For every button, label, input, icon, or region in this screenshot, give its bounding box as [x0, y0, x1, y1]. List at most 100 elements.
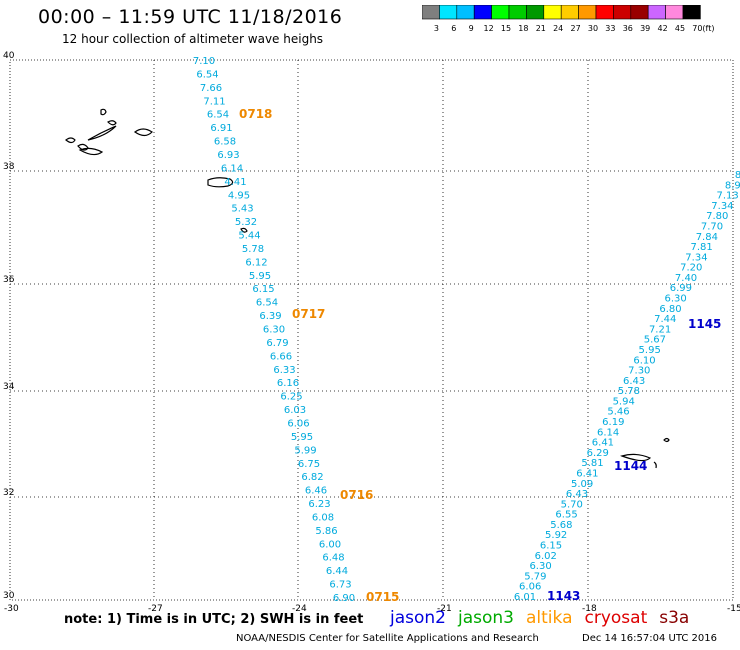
azores-islands	[65, 108, 670, 469]
swh-value: 4.95	[228, 190, 250, 201]
altimeter-tracks: 7.10 6.54 7.66 7.11 6.54 6.91 6.58 6.93 6.14 4.41…	[193, 56, 740, 604]
swh-value: 7.34	[685, 252, 707, 263]
swh-value: 6.44	[326, 566, 348, 577]
swh-value: 6.58	[214, 137, 236, 148]
swh-value: 6.41	[576, 468, 598, 479]
swh-value: 6.00	[319, 539, 341, 550]
island-corvo	[100, 108, 107, 116]
pass-time-label: 1143	[547, 589, 580, 603]
map-subtitle: 12 hour collection of altimeter wave hei…	[62, 32, 324, 46]
credit-line: NOAA/NESDIS Center for Satellite Applica…	[236, 633, 539, 644]
swh-value: 6.01	[514, 592, 536, 603]
swh-value: 6.66	[270, 351, 292, 362]
swh-value: 7.20	[680, 263, 702, 274]
pass-time-label: 1145	[688, 317, 721, 331]
lat-label: 34	[3, 382, 15, 392]
swh-value: 6.75	[298, 459, 320, 470]
swh-value: 6.14	[597, 427, 619, 438]
footer-note: note: 1) Time is in UTC; 2) SWH is in fe…	[64, 612, 364, 627]
swh-value: 5.67	[644, 335, 666, 346]
map-frame	[9, 59, 734, 601]
island-graciosa	[107, 120, 117, 126]
swh-value: 7.66	[200, 83, 222, 94]
swh-value: 6.06	[519, 582, 541, 593]
swh-value: 6.54	[207, 110, 229, 121]
swh-value: 7.13	[716, 191, 738, 202]
swh-value: 6.19	[602, 417, 624, 428]
swh-value: 5.78	[242, 244, 264, 255]
swh-value: 6.30	[263, 325, 285, 336]
swh-value: 5.92	[545, 530, 567, 541]
pass-time-labels: 0718 0717 0716 0715 1145 1144 1143	[239, 107, 721, 604]
swh-value: 6.08	[312, 512, 334, 523]
swh-value: 6.90	[333, 593, 355, 604]
swh-value: 6.54	[256, 298, 278, 309]
swh-value: 7.40	[675, 273, 697, 284]
pass-time-label: 0718	[239, 107, 272, 121]
swh-value: 6.25	[280, 392, 302, 403]
swh-value: 5.95	[291, 432, 313, 443]
island-madeira	[620, 453, 652, 462]
colorbar-tick: 45	[675, 24, 685, 33]
colorbar-tick: 12	[484, 24, 494, 33]
swh-value: 6.23	[308, 499, 330, 510]
swh-value: 7.34	[711, 201, 733, 212]
colorbar-tick: 70	[692, 24, 702, 33]
lon-label: -15	[727, 604, 740, 614]
swh-value: 5.44	[238, 231, 260, 242]
swh-value: 5.68	[550, 520, 572, 531]
colorbar-tick: 3	[434, 24, 439, 33]
colorbar-tick: 39	[640, 24, 650, 33]
island-santa-maria	[240, 227, 248, 233]
colorbar-tick: 6	[451, 24, 456, 33]
pass-time-label: 0715	[366, 590, 399, 604]
lon-label: -18	[582, 604, 597, 614]
swh-value: 6.30	[665, 294, 687, 305]
island-sao-jorge	[87, 125, 117, 141]
swh-value: 6.46	[305, 486, 327, 497]
lon-label: -21	[437, 604, 452, 614]
swh-value: 8	[735, 170, 740, 181]
lat-label: 30	[3, 591, 15, 601]
island-desertas	[653, 461, 657, 469]
swh-value: 6.79	[266, 338, 288, 349]
swh-value: 5.86	[315, 526, 337, 537]
colorbar-tick: 21	[536, 24, 546, 33]
lat-lon-grid	[9, 59, 734, 601]
island-porto-santo	[663, 437, 670, 443]
colorbar-tick: 33	[605, 24, 615, 33]
swh-value: 5.32	[235, 217, 257, 228]
colorbar-swatch	[682, 5, 701, 20]
swh-value: 6.54	[196, 69, 218, 80]
swh-value: 6.93	[217, 150, 239, 161]
swh-value: 7.10	[193, 56, 215, 67]
swh-value: 6.03	[284, 405, 306, 416]
swh-value: 6.10	[633, 355, 655, 366]
axis-labels: 40 38 36 34 32 30 -30 -27 -24 -21 -18 -15	[3, 51, 740, 614]
lon-label: -30	[4, 604, 19, 614]
swh-value: 5.43	[231, 204, 253, 215]
lat-label: 32	[3, 488, 14, 498]
pass-time-label: 0717	[292, 307, 325, 321]
swh-value: 7.84	[696, 232, 718, 243]
legend-cryosat: cryosat	[584, 608, 648, 628]
legend-s3a: s3a	[659, 608, 690, 628]
colorbar-tick: 9	[469, 24, 474, 33]
swh-value: 7.11	[203, 96, 225, 107]
swh-value: 6.48	[322, 553, 344, 564]
colorbar-tick: 15	[501, 24, 511, 33]
swh-value: 6.30	[529, 561, 551, 572]
swh-value: 5.46	[607, 407, 629, 418]
swh-value: 6.16	[277, 378, 299, 389]
swh-value: 7.80	[706, 211, 728, 222]
swh-value: 5.95	[249, 271, 271, 282]
swh-value: 7.21	[649, 324, 671, 335]
legend-altika: altika	[526, 608, 573, 628]
colorbar-tick: 18	[518, 24, 528, 33]
swh-value: 6.80	[659, 304, 681, 315]
pass-time-label: 1144	[614, 459, 647, 473]
swh-value: 6.29	[587, 448, 609, 459]
legend-jason3: jason3	[458, 608, 514, 628]
swh-value: 5.70	[561, 499, 583, 510]
